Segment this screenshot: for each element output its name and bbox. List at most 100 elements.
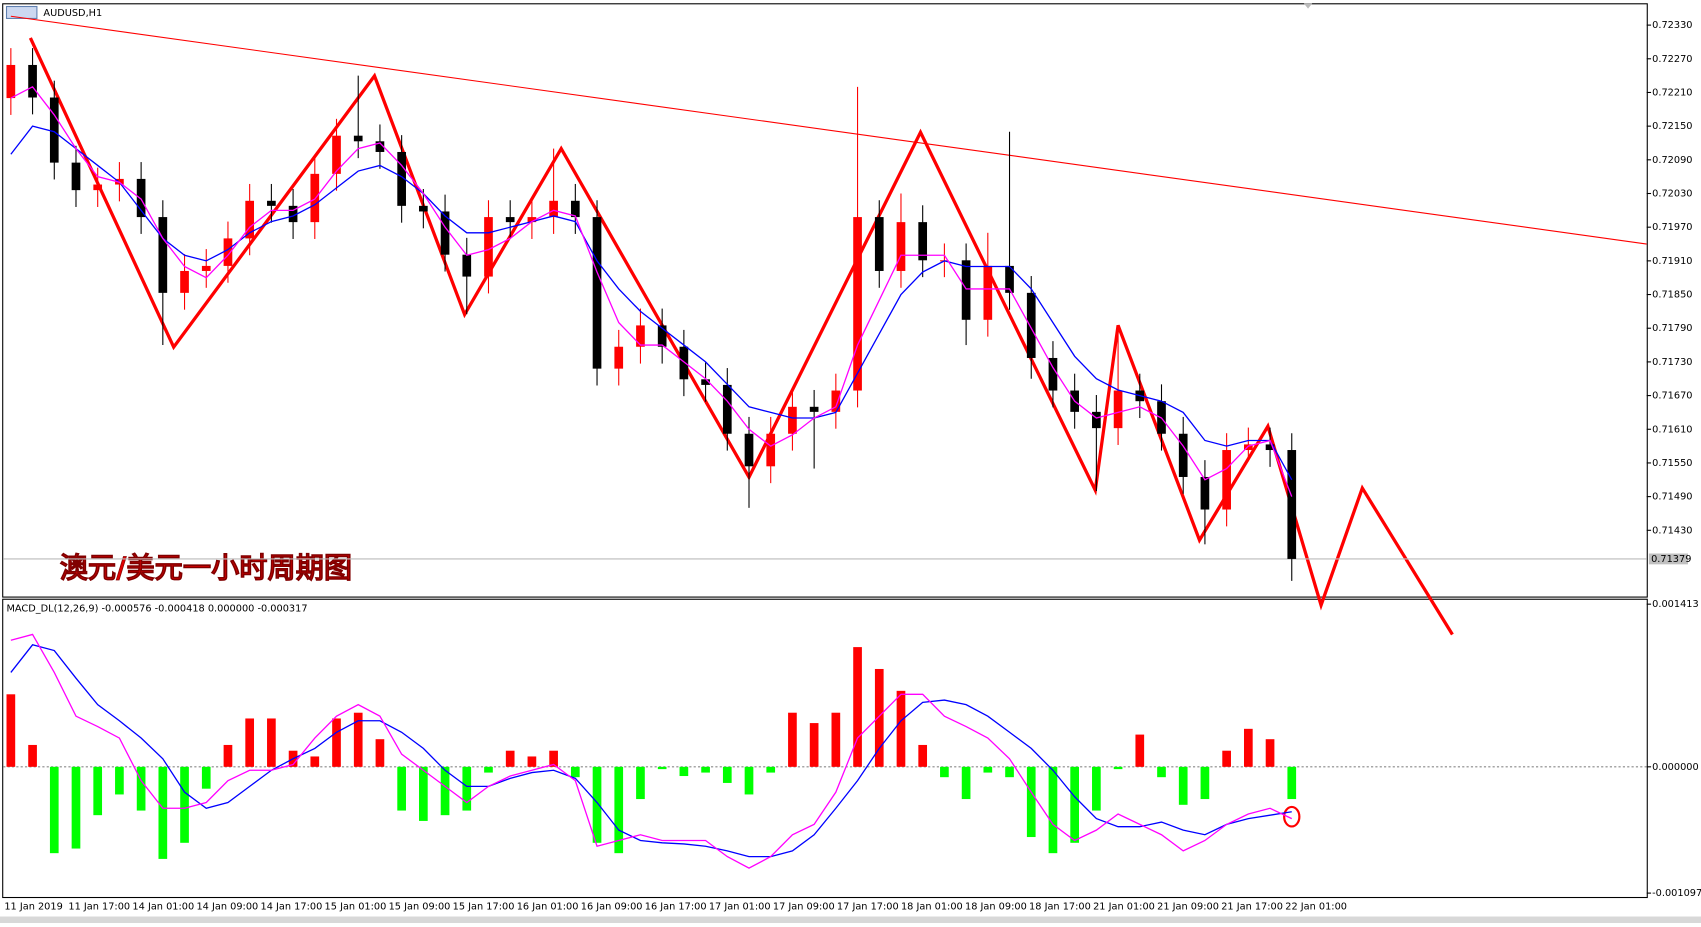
candle-body — [93, 184, 103, 191]
histogram-bar — [28, 744, 37, 767]
histogram-bar — [744, 766, 754, 795]
candle-body — [570, 200, 580, 218]
x-tick-label: 21 Jan 01:00 — [1093, 902, 1155, 913]
candle-body — [158, 217, 168, 293]
y-tick-label: 0.71610 — [1652, 424, 1692, 435]
candle-body — [788, 406, 797, 434]
x-tick-label: 14 Jan 01:00 — [132, 902, 194, 913]
histogram-bar — [636, 766, 645, 800]
histogram-bar — [1113, 766, 1123, 770]
histogram-bar — [49, 766, 59, 854]
histogram-bar — [375, 739, 385, 767]
histogram-bar — [310, 756, 320, 767]
macd-panel — [2, 598, 1648, 899]
candle-body — [1222, 450, 1231, 510]
candle-body — [874, 217, 884, 271]
candle-body — [1092, 411, 1101, 429]
histogram-bar — [1157, 766, 1166, 778]
y-tick-label: 0.71490 — [1652, 492, 1692, 503]
histogram-bar — [462, 766, 472, 811]
y-tick-label: 0.72150 — [1652, 121, 1692, 132]
histogram-bar — [592, 766, 602, 843]
histogram-bar — [419, 766, 428, 821]
x-tick-label: 15 Jan 09:00 — [389, 902, 451, 913]
candle-body — [1265, 444, 1275, 451]
x-tick-label: 17 Jan 17:00 — [837, 902, 899, 913]
candle-body — [353, 135, 363, 142]
candle-body — [505, 217, 515, 223]
candle-body — [636, 325, 645, 347]
candle-body — [484, 217, 493, 277]
candle-body — [766, 433, 776, 467]
x-tick-label: 21 Jan 09:00 — [1157, 902, 1219, 913]
histogram-bar — [1265, 739, 1275, 767]
symbol-title: AUDUSD,H1 — [43, 8, 102, 19]
annotation: 澳元/美元一小时周期图 — [60, 551, 352, 584]
candle-body — [201, 265, 211, 271]
histogram-bar — [1287, 766, 1297, 800]
x-tick-label: 18 Jan 09:00 — [965, 902, 1027, 913]
histogram-bar — [158, 766, 168, 859]
candle-body — [397, 151, 406, 206]
x-tick-label: 15 Jan 01:00 — [325, 902, 387, 913]
y-tick-label: -0.001097 — [1652, 888, 1701, 899]
histogram-bar — [1135, 734, 1145, 767]
zigzag-drawing — [28, 37, 1454, 636]
histogram-bar — [614, 766, 624, 854]
histogram-bar — [874, 668, 884, 767]
scrollbar-strip — [0, 916, 1701, 923]
histogram-bar — [549, 750, 558, 767]
y-tick-label: 0.000000 — [1652, 762, 1699, 773]
histogram-bar — [788, 712, 797, 767]
histogram-bar — [527, 756, 537, 767]
histogram-bar — [896, 690, 906, 767]
histogram-bar — [1070, 766, 1080, 843]
histogram-bar — [245, 718, 255, 767]
candle-body — [1026, 292, 1036, 358]
histogram-bar — [201, 766, 211, 789]
histogram-bar — [940, 766, 949, 778]
histogram-bar — [267, 718, 276, 767]
candle-body — [180, 270, 189, 293]
candle-body — [896, 222, 906, 271]
candle-body — [245, 200, 255, 239]
shift-marker[interactable] — [1303, 3, 1313, 9]
macd-line — [10, 633, 1293, 869]
candle-body — [592, 217, 602, 369]
x-tick-label: 18 Jan 01:00 — [901, 902, 963, 913]
candle-body — [1178, 433, 1188, 477]
histogram-bar — [505, 750, 515, 767]
histogram-bar — [1092, 766, 1101, 811]
x-tick-label: 17 Jan 09:00 — [773, 902, 835, 913]
y-tick-label: 0.71790 — [1652, 323, 1692, 334]
histogram-bar — [657, 766, 667, 770]
histogram-bar — [722, 766, 732, 783]
candle-body — [310, 173, 320, 223]
candle-body — [853, 217, 862, 391]
macd-title: MACD_DL(12,26,9) -0.000576 -0.000418 0.0… — [7, 603, 308, 614]
price-panel — [2, 3, 1648, 598]
candle-body — [701, 379, 710, 385]
y-tick-label: 0.72090 — [1652, 155, 1692, 166]
candle-body — [1243, 444, 1253, 451]
x-tick-label: 21 Jan 17:00 — [1221, 902, 1283, 913]
candle-body — [288, 205, 298, 223]
histogram-bar — [353, 712, 363, 767]
candle-body — [6, 64, 16, 99]
histogram-bar — [6, 694, 16, 767]
y-tick-label: 0.71670 — [1652, 391, 1692, 402]
chart-icon[interactable] — [5, 5, 38, 19]
histogram-bar — [983, 766, 993, 773]
y-tick-label: 0.71550 — [1652, 458, 1692, 469]
histogram-bar — [1026, 766, 1036, 838]
x-tick-label: 16 Jan 01:00 — [517, 902, 579, 913]
histogram-bar — [115, 766, 124, 795]
candle-body — [918, 222, 928, 261]
x-tick-label: 14 Jan 17:00 — [261, 902, 323, 913]
x-tick-label: 16 Jan 09:00 — [581, 902, 643, 913]
candle-body — [983, 265, 993, 320]
y-tick-label: 0.71850 — [1652, 290, 1692, 301]
candle-body — [549, 200, 558, 218]
candle-body — [744, 433, 754, 467]
